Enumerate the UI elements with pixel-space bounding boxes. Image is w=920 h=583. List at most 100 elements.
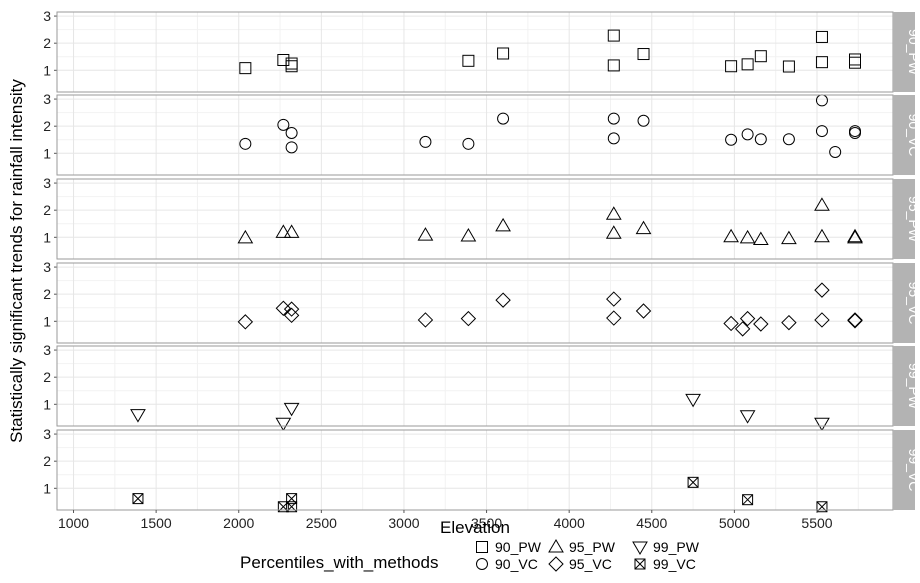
data-point-95_PW — [417, 227, 434, 241]
legend-label: 99_PW — [653, 539, 700, 555]
facet-strip-label: 95_VC — [906, 282, 920, 325]
data-point-95_VC — [495, 292, 511, 308]
y-tick-label: 2 — [43, 35, 51, 51]
data-point-90_PW — [782, 60, 795, 73]
facet-strip-label: 99_PW — [906, 363, 920, 410]
data-point-90_PW — [815, 56, 828, 69]
panel-background — [57, 95, 893, 175]
data-point-95_VC — [723, 315, 739, 332]
marker-box — [132, 493, 144, 505]
y-tick-label: 2 — [43, 202, 51, 218]
data-point-95_PW — [283, 224, 300, 238]
data-point-95_PW — [847, 228, 863, 243]
facet-strip-label: 95_PW — [906, 196, 920, 243]
facet-panel-90_PW: 1 2 3 90_PW — [43, 8, 920, 93]
y-tick-label: 2 — [43, 118, 51, 134]
data-point-95_VC — [847, 313, 863, 329]
data-point-95_PW — [237, 229, 254, 244]
data-point-95_PW — [739, 229, 756, 244]
y-tick-label: 2 — [43, 369, 51, 385]
y-tick-label: 3 — [43, 175, 51, 191]
legend-item-99_VC: 99_VC — [634, 556, 696, 572]
data-point-90_VC — [725, 133, 738, 146]
legend-item-99_PW: 99_PW — [632, 539, 700, 555]
data-point-95_VC — [635, 303, 652, 319]
data-point-95_VC — [460, 310, 477, 327]
data-point-95_PW — [814, 197, 830, 211]
x-tick-label: 5000 — [719, 515, 750, 531]
data-point-90_VC — [741, 128, 754, 141]
legend-item-95_VC: 95_VC — [548, 556, 612, 572]
x-axis-title: Elevation — [440, 518, 510, 537]
data-point-95_PW — [752, 231, 769, 245]
data-point-90_VC — [754, 133, 767, 146]
data-point-90_PW — [462, 54, 475, 67]
x-tick-label: 2500 — [306, 515, 337, 531]
data-point-90_VC — [849, 126, 861, 139]
legend-key-99_VC — [634, 558, 646, 570]
panel-background — [57, 12, 893, 92]
y-tick-label: 3 — [43, 426, 51, 442]
x-tick-label: 4500 — [636, 515, 667, 531]
y-tick-label: 1 — [43, 229, 51, 245]
y-tick-label: 1 — [43, 145, 51, 161]
data-point-95_PW — [495, 217, 511, 232]
data-point-90_PW — [277, 54, 290, 66]
data-point-95_VC — [847, 312, 863, 328]
data-point-99_PW — [814, 417, 830, 432]
data-point-95_PW — [605, 225, 622, 239]
data-point-90_VC — [285, 126, 298, 139]
data-point-95_VC — [753, 316, 769, 332]
data-point-95_VC — [814, 282, 830, 298]
marker-box — [286, 493, 298, 505]
x-tick-label: 3000 — [388, 515, 419, 531]
legend-label: 90_PW — [495, 539, 542, 555]
y-tick-label: 1 — [43, 480, 51, 496]
y-tick-label: 1 — [43, 396, 51, 412]
x-tick-label: 1500 — [141, 515, 172, 531]
legend-item-90_PW: 90_PW — [476, 539, 542, 555]
data-point-99_PW — [739, 410, 756, 424]
data-point-95_PW — [814, 228, 830, 243]
facet-strip — [893, 263, 915, 343]
x-tick-label: 2000 — [223, 515, 254, 531]
x-tick-label: 5500 — [801, 515, 832, 531]
data-point-95_VC — [237, 314, 254, 330]
data-point-99_VC — [132, 493, 144, 505]
facet-panel-95_VC: 1 2 3 95_VC — [43, 259, 920, 344]
data-point-95_PW — [723, 228, 739, 243]
facet-panel-99_VC: 1 2 3 99_VC — [43, 426, 920, 513]
data-point-90_VC — [277, 118, 290, 131]
facet-strip — [893, 12, 915, 92]
data-point-90_VC — [462, 137, 475, 150]
legend-key-95_PW — [548, 539, 564, 553]
data-point-90_VC — [497, 112, 510, 125]
y-axis-title: Statistically significant trends for rai… — [7, 79, 26, 443]
facet-strip-label: 90_VC — [906, 114, 920, 157]
legend-item-90_VC: 90_VC — [476, 556, 538, 572]
legend-title: Percentiles_with_methods — [240, 553, 438, 572]
y-tick-label: 2 — [43, 453, 51, 469]
data-point-90_VC — [607, 112, 620, 125]
y-tick-label: 1 — [43, 62, 51, 78]
data-point-95_VC — [814, 312, 830, 328]
legend-label: 90_VC — [495, 556, 538, 572]
data-point-99_PW — [685, 393, 701, 408]
legend-item-95_PW: 95_PW — [548, 539, 616, 555]
facet-strip — [893, 95, 915, 175]
data-point-90_VC — [782, 133, 795, 146]
panel-background — [57, 346, 893, 426]
data-point-90_VC — [419, 135, 432, 148]
y-tick-label: 3 — [43, 259, 51, 275]
panel-background — [57, 430, 893, 510]
data-point-99_VC — [687, 476, 699, 488]
data-point-90_PW — [754, 50, 767, 63]
marker-cross — [132, 493, 144, 504]
data-point-90_PW — [497, 47, 510, 60]
y-tick-label: 2 — [43, 286, 51, 302]
data-point-90_PW — [607, 29, 620, 42]
data-point-95_VC — [606, 291, 622, 307]
marker-box — [816, 501, 828, 513]
data-point-95_PW — [605, 206, 622, 220]
